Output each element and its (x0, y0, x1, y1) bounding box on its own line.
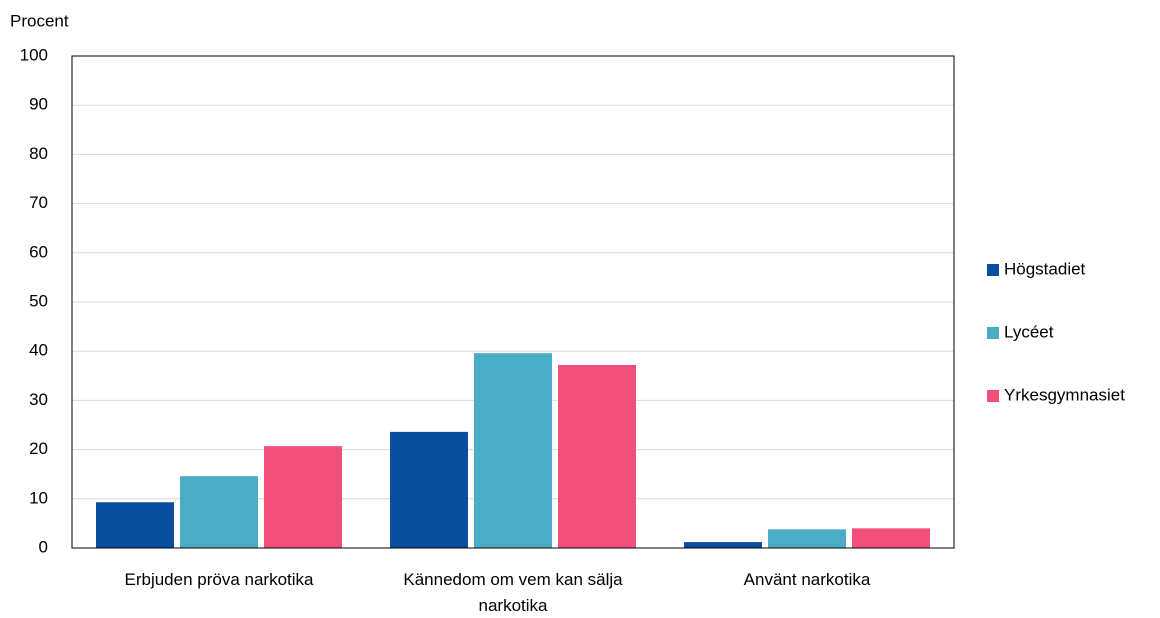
y-axis-label: Procent (10, 11, 69, 30)
y-tick-label: 80 (29, 144, 48, 163)
plot-border (71, 55, 955, 549)
y-tick-label: 60 (29, 242, 48, 261)
bar (180, 476, 258, 548)
legend-label: Yrkesgymnasiet (1004, 385, 1125, 404)
bar (852, 528, 930, 548)
x-tick-label: Kännedom om vem kan sälja narkotika (403, 570, 623, 615)
y-tick-label: 100 (20, 45, 48, 64)
bar (390, 431, 468, 548)
bar (264, 446, 342, 548)
x-tick-label: Erbjuden pröva narkotika (124, 570, 314, 589)
bar (474, 353, 552, 548)
y-tick-label: 90 (29, 95, 48, 114)
bar (684, 542, 762, 548)
y-tick-label: 40 (29, 341, 48, 360)
y-tick-label: 50 (29, 291, 48, 310)
legend-label: Högstadiet (1004, 259, 1086, 278)
legend-swatch (987, 390, 999, 402)
bar (768, 529, 846, 548)
legend-swatch (987, 327, 999, 339)
bar (558, 364, 636, 548)
legend-label: Lycéet (1004, 322, 1054, 341)
bar (96, 502, 174, 548)
y-tick-label: 0 (39, 537, 48, 556)
y-tick-label: 30 (29, 390, 48, 409)
y-tick-label: 20 (29, 439, 48, 458)
legend-swatch (987, 264, 999, 276)
x-tick-label: Använt narkotika (743, 570, 871, 589)
y-tick-label: 70 (29, 193, 48, 212)
y-tick-label: 10 (29, 488, 48, 507)
